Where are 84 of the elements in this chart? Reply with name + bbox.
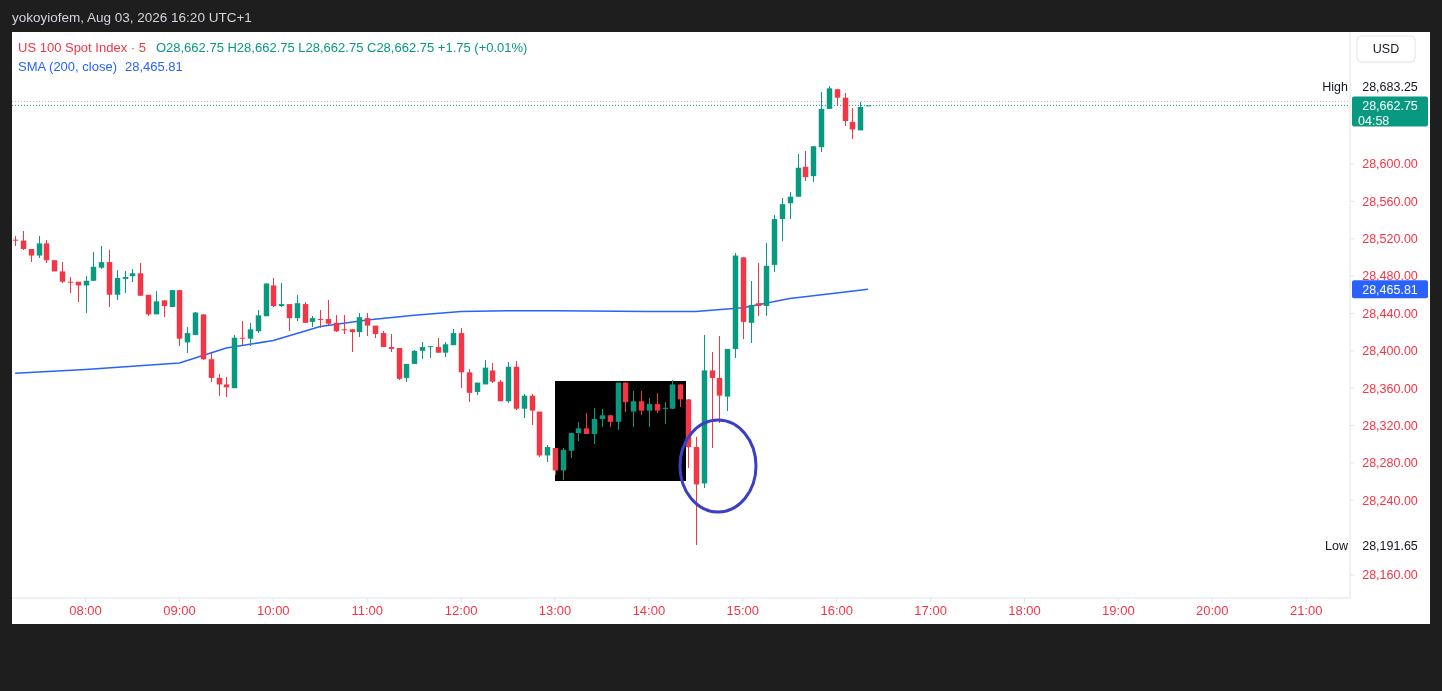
- x-tick-label: 19:00: [1102, 602, 1135, 618]
- candlestick: [364, 311, 371, 337]
- candlestick: [59, 261, 66, 284]
- candlestick: [286, 303, 293, 332]
- candlestick: [223, 376, 230, 398]
- candlestick: [302, 301, 309, 324]
- candlestick: [325, 299, 332, 326]
- candlestick: [654, 392, 661, 415]
- y-tick-label: 28,320.00: [1362, 418, 1418, 433]
- line-series: [14, 288, 869, 374]
- candlestick: [529, 393, 536, 426]
- y-tick-label: 28,280.00: [1362, 456, 1418, 471]
- x-tick-label: 14:00: [632, 602, 666, 618]
- candlestick: [779, 196, 786, 242]
- x-tick-label: 15:00: [726, 602, 760, 618]
- candlestick: [208, 351, 215, 383]
- candlestick: [247, 322, 254, 347]
- text: US 100 Spot Index · 5: [18, 39, 146, 55]
- candlestick: [709, 351, 716, 449]
- annotation: Low: [1325, 538, 1349, 553]
- candlestick: [716, 335, 723, 424]
- x-tick-label: 20:00: [1196, 602, 1229, 618]
- x-tick-label: 08:00: [69, 602, 102, 618]
- text: O28,662.75 H28,662.75 L28,662.75 C28,662.75 +1.75 (+0.01%): [155, 39, 528, 55]
- x-tick-label: 13:00: [538, 602, 572, 618]
- candlestick: [575, 421, 582, 443]
- y-tick-label: 28,600.00: [1362, 157, 1418, 172]
- candlestick: [842, 92, 849, 127]
- candlestick: [568, 432, 575, 459]
- candlestick: [677, 383, 684, 408]
- text: SMA (200, close): [18, 58, 117, 74]
- candlestick: [356, 311, 363, 338]
- text: USD: [1372, 42, 1400, 57]
- candlestick: [122, 270, 129, 294]
- x-tick-label: 16:00: [820, 602, 853, 618]
- text: 04:58: [1358, 113, 1390, 128]
- x-tick-label: 17:00: [914, 602, 947, 618]
- annotation: High: [1322, 79, 1349, 94]
- candlestick: [466, 367, 473, 403]
- x-tick-label: 09:00: [163, 602, 196, 618]
- candlestick: [137, 262, 144, 297]
- candlestick: [98, 245, 105, 270]
- candlestick: [646, 397, 653, 429]
- y-tick-label: 28,480.00: [1362, 269, 1418, 284]
- candlestick: [36, 235, 43, 260]
- candlestick: [755, 262, 762, 318]
- text: 28,465.81: [1362, 282, 1418, 297]
- ref-line-label: 28,662.75: [1362, 98, 1418, 113]
- y-tick-label: 28,160.00: [1362, 568, 1418, 583]
- y-tick-label: 28,360.00: [1362, 381, 1418, 396]
- y-tick-label: 28,440.00: [1362, 306, 1418, 321]
- candlestick: [591, 407, 598, 445]
- text: 28,191.65: [1362, 538, 1418, 553]
- x-tick-label: 18:00: [1008, 602, 1041, 618]
- y-tick-label: 28,240.00: [1362, 493, 1418, 508]
- candlestick: [748, 280, 755, 345]
- text: yokoyiofem, Aug 03, 2026 16:20 UTC+1: [12, 9, 252, 25]
- text: 28,683.25: [1362, 79, 1418, 94]
- candlestick: [662, 401, 669, 425]
- candlestick: [278, 281, 285, 308]
- x-tick-label: 12:00: [444, 602, 478, 618]
- x-tick-label: 10:00: [257, 602, 290, 618]
- y-tick-label: 28,560.00: [1362, 194, 1418, 209]
- candlestick: [270, 277, 277, 308]
- x-tick-label: 21:00: [1289, 602, 1323, 618]
- y-tick-label: 28,400.00: [1362, 344, 1418, 359]
- candlestick: [638, 390, 645, 417]
- candlestick: [90, 251, 97, 282]
- candlestick: [43, 238, 50, 264]
- candlestick: [521, 393, 528, 419]
- candlestick: [630, 390, 637, 429]
- candlestick: [294, 294, 301, 322]
- candlestick: [114, 268, 121, 302]
- candlestick: [255, 308, 262, 334]
- x-tick-label: 11:00: [351, 602, 384, 618]
- candlestick: [583, 412, 590, 435]
- y-tick-label: 28,520.00: [1362, 232, 1418, 247]
- annotation: 28,465.81: [125, 58, 183, 74]
- candlestick: [489, 362, 496, 384]
- candlestick: [317, 308, 324, 330]
- candlestick: [341, 314, 348, 335]
- candlestick: [349, 328, 356, 353]
- candlestick: [599, 407, 606, 429]
- candlestick: [239, 320, 246, 346]
